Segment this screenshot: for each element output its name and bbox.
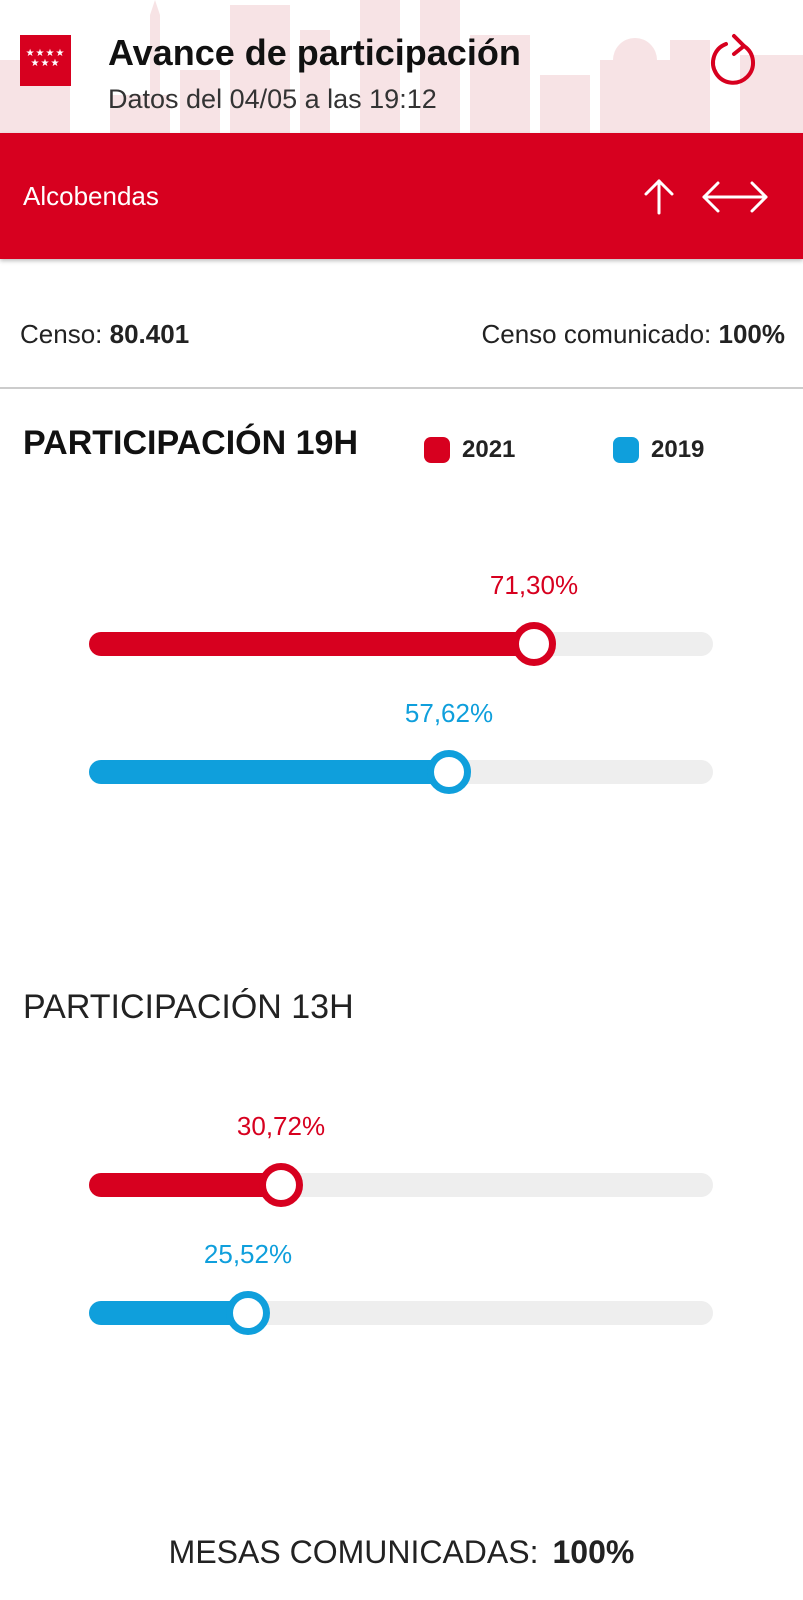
municipality-name[interactable]: Alcobendas (23, 181, 159, 211)
tables-reported-label: MESAS COMUNICADAS: (168, 1534, 539, 1570)
participation-value: 25,52% (203, 1239, 293, 1269)
participation-value: 57,62% (404, 698, 494, 728)
census-value: 80.401 (109, 319, 190, 349)
census-reported-label: Censo comunicado: (481, 319, 712, 349)
slider-knob (512, 622, 556, 666)
participation-value: 30,72% (236, 1111, 326, 1141)
legend-label-2019: 2019 (651, 436, 705, 463)
participation-slider-19h-2019: 57,62% (89, 698, 713, 794)
data-timestamp: Datos del 04/05 a las 19:12 (108, 84, 437, 114)
participation-value: 71,30% (489, 570, 579, 600)
slider-fill (89, 760, 449, 784)
app-header: ★★★★ ★★★ Avance de participación Datos d… (0, 0, 803, 133)
legend-item-2021: 2021 (424, 436, 515, 464)
refresh-icon[interactable] (704, 32, 760, 88)
divider (0, 387, 803, 389)
location-bar: Alcobendas (0, 133, 803, 259)
slider-fill (89, 1173, 281, 1197)
slider-fill (89, 1301, 248, 1325)
participation-slider-13h-2019: 25,52% (89, 1239, 713, 1335)
census-reported-value: 100% (718, 319, 786, 349)
slider-knob (259, 1163, 303, 1207)
tables-reported-value: 100% (552, 1534, 635, 1570)
community-logo: ★★★★ ★★★ (20, 35, 71, 86)
slider-knob (427, 750, 471, 794)
section-title-13h: PARTICIPACIÓN 13H (23, 988, 354, 1026)
participation-slider-19h-2021: 71,30% (89, 570, 713, 666)
legend-item-2019: 2019 (613, 436, 704, 464)
section-title-19h: PARTICIPACIÓN 19H (23, 424, 359, 462)
logo-stars: ★★★★ ★★★ (25, 48, 66, 69)
swap-horizontal-icon[interactable] (700, 177, 770, 217)
census-reported-info: Censo comunicado: 100% (481, 319, 785, 350)
census-info: Censo: 80.401 (20, 319, 189, 350)
slider-fill (89, 632, 534, 656)
city-skyline-watermark (0, 0, 803, 133)
census-label: Censo: (20, 319, 103, 349)
tables-reported: MESAS COMUNICADAS: 100% (0, 1534, 803, 1571)
page-title: Avance de participación (108, 32, 521, 73)
legend-swatch-2019 (613, 437, 639, 463)
legend-swatch-2021 (424, 437, 450, 463)
legend-label-2021: 2021 (462, 436, 516, 463)
arrow-up-icon[interactable] (638, 175, 680, 217)
participation-slider-13h-2021: 30,72% (89, 1111, 713, 1207)
slider-knob (226, 1291, 270, 1335)
